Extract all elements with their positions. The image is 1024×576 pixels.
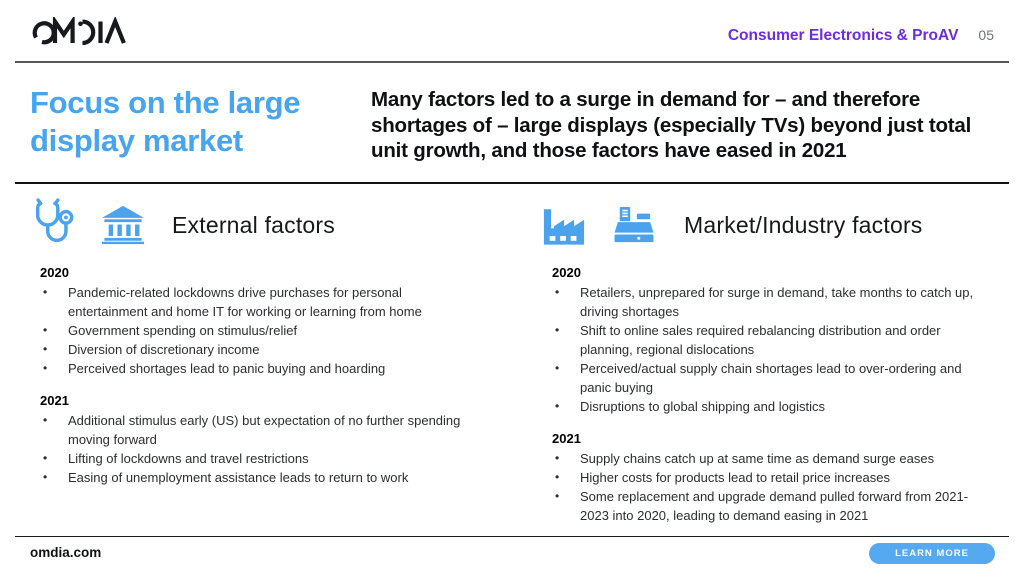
market-factors-column: Market/Industry factors 2020 Retailers, … (542, 194, 1004, 525)
footer-divider (15, 536, 1009, 537)
external-2021-list: Additional stimulus early (US) but expec… (30, 411, 516, 487)
market-2021-list: Supply chains catch up at same time as d… (542, 449, 1004, 525)
list-item: Retailers, unprepared for surge in deman… (542, 283, 994, 321)
external-2020-label: 2020 (40, 265, 69, 280)
list-item: Higher costs for products lead to retail… (542, 468, 994, 487)
list-item: Disruptions to global shipping and logis… (542, 397, 994, 416)
list-item: Easing of unemployment assistance leads … (30, 468, 468, 487)
slide-title-line1: Focus on the large (30, 85, 301, 120)
slide-title: Focus on the large display market (30, 84, 301, 160)
report-category: Consumer Electronics & ProAV (727, 27, 959, 44)
slide-subtitle: Many factors led to a surge in demand fo… (371, 88, 972, 162)
list-item: Government spending on stimulus/relief (30, 321, 468, 340)
external-2020-list: Pandemic-related lockdowns drive purchas… (30, 283, 516, 378)
website-url: omdia.com (30, 545, 102, 560)
factors-columns: External factors 2020 Pandemic-related l… (30, 194, 1004, 525)
external-factors-column: External factors 2020 Pandemic-related l… (30, 194, 516, 525)
list-item: Perceived shortages lead to panic buying… (30, 359, 468, 378)
header-divider (15, 61, 1009, 63)
factory-icon (543, 208, 585, 245)
market-2021-label: 2021 (552, 431, 581, 446)
list-item: Shift to online sales required rebalanci… (542, 321, 994, 359)
market-2020-label: 2020 (552, 265, 581, 280)
external-factors-heading: External factors (172, 211, 335, 238)
page-number: 05 (978, 27, 994, 43)
market-2020-list: Retailers, unprepared for surge in deman… (542, 283, 1004, 416)
list-item: Perceived/actual supply chain shortages … (542, 359, 994, 397)
list-item: Diversion of discretionary income (30, 340, 468, 359)
learn-more-button[interactable]: LEARN MORE (869, 543, 995, 564)
list-item: Some replacement and upgrade demand pull… (542, 487, 994, 525)
cash-register-icon (614, 206, 654, 243)
slide-title-line2: display market (30, 123, 243, 158)
list-item: Additional stimulus early (US) but expec… (30, 411, 468, 449)
market-factors-heading: Market/Industry factors (684, 211, 923, 238)
list-item: Pandemic-related lockdowns drive purchas… (30, 283, 468, 321)
omdia-logo-icon (30, 14, 130, 52)
external-2021-label: 2021 (40, 393, 69, 408)
list-item: Lifting of lockdowns and travel restrict… (30, 449, 468, 468)
bank-icon (102, 205, 144, 245)
content-divider (15, 182, 1009, 184)
market-factors-header: Market/Industry factors (542, 194, 1004, 256)
list-item: Supply chains catch up at same time as d… (542, 449, 994, 468)
external-factors-header: External factors (30, 194, 516, 256)
stethoscope-icon (35, 197, 74, 242)
header-meta: Consumer Electronics & ProAV 05 (728, 27, 994, 45)
